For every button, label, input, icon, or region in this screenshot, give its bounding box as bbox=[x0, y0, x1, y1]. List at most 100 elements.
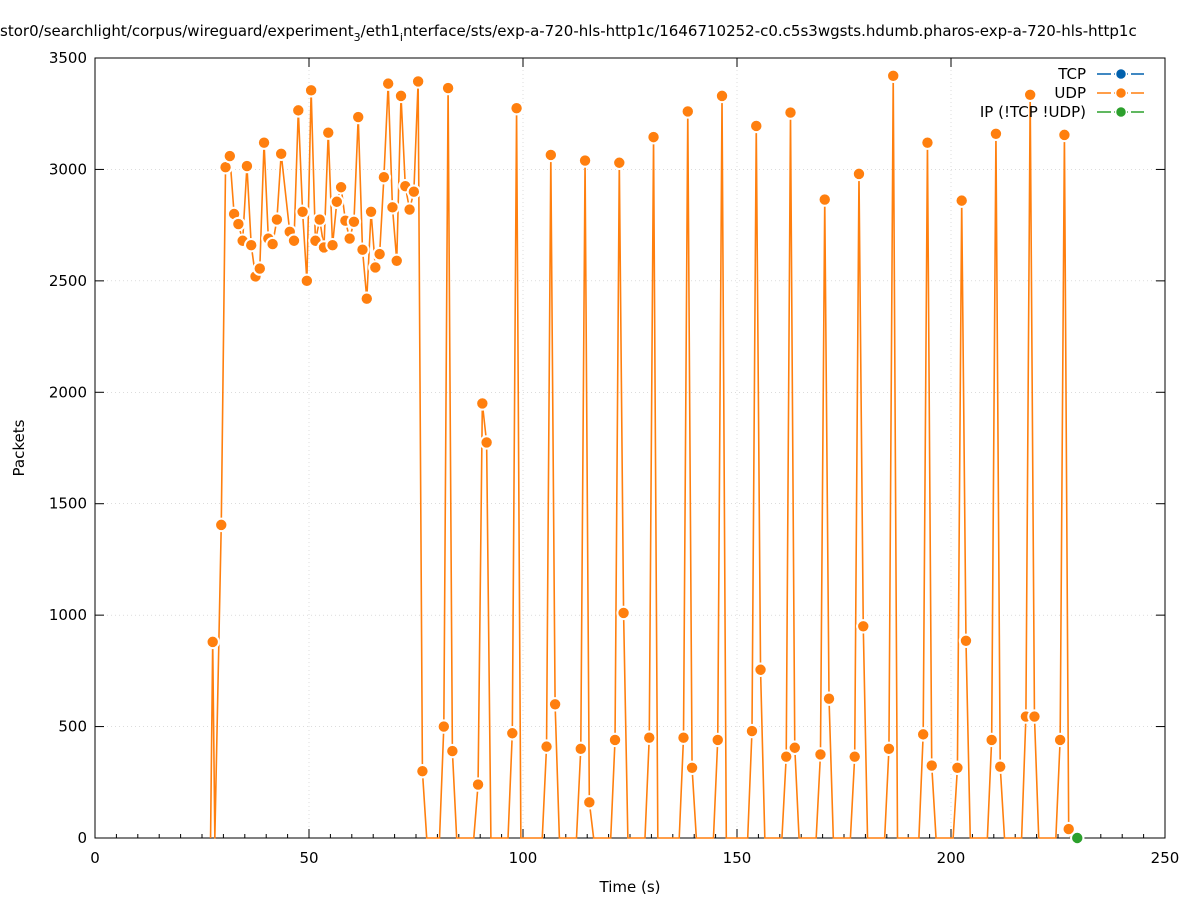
grid bbox=[95, 58, 1165, 838]
data-point-udp bbox=[539, 739, 554, 754]
data-point-udp bbox=[372, 246, 387, 262]
y-tick-label: 0 bbox=[77, 829, 87, 847]
data-point-udp bbox=[847, 749, 862, 764]
data-point-udp bbox=[389, 253, 404, 268]
legend-marker-udp bbox=[1114, 86, 1128, 100]
data-point-udp bbox=[821, 691, 837, 706]
data-point-udp bbox=[509, 100, 524, 116]
y-tick-label: 2000 bbox=[49, 383, 87, 401]
data-point-udp bbox=[886, 68, 901, 84]
x-tick-label: 150 bbox=[723, 849, 752, 867]
data-point-udp bbox=[924, 758, 939, 773]
y-tick-label: 1000 bbox=[49, 606, 87, 624]
data-point-udp bbox=[915, 727, 931, 742]
data-point-udp bbox=[415, 763, 430, 779]
x-tick-label: 250 bbox=[1151, 849, 1180, 867]
y-tick-label: 500 bbox=[58, 718, 87, 736]
data-point-udp bbox=[817, 192, 832, 207]
x-tick-label: 0 bbox=[90, 849, 100, 867]
data-point-udp bbox=[351, 109, 366, 125]
plot-border bbox=[94, 57, 1166, 839]
data-point-udp bbox=[252, 261, 267, 276]
data-point-udp bbox=[543, 147, 559, 163]
data-point-udp bbox=[436, 719, 452, 734]
legend-label-tcp: TCP bbox=[1057, 65, 1086, 83]
data-point-udp bbox=[368, 260, 383, 275]
data-point-udp bbox=[577, 153, 593, 168]
data-point-udp bbox=[813, 747, 828, 762]
data-point-udp bbox=[779, 749, 794, 764]
data-point-udp bbox=[299, 273, 315, 289]
data-point-udp bbox=[445, 743, 460, 759]
data-point-udp bbox=[329, 194, 345, 209]
x-tick-label: 100 bbox=[509, 849, 538, 867]
data-point-udp bbox=[269, 212, 285, 227]
y-tick-label: 2500 bbox=[49, 272, 87, 290]
data-point-udp bbox=[856, 619, 871, 634]
data-point-udp bbox=[205, 634, 220, 650]
data-point-udp bbox=[881, 741, 897, 757]
data-point-udp bbox=[642, 730, 657, 745]
chart-title-part-b: /eth1 bbox=[361, 22, 400, 40]
legend-marker-tcp bbox=[1114, 67, 1128, 81]
data-point-udp bbox=[440, 80, 456, 96]
data-point-udp bbox=[312, 212, 327, 227]
y-tick-label: 3000 bbox=[49, 160, 87, 178]
data-point-udp bbox=[1027, 709, 1042, 724]
data-point-udp bbox=[753, 662, 768, 677]
data-point-udp bbox=[1022, 87, 1038, 102]
data-point-udp bbox=[355, 242, 370, 257]
data-point-udp bbox=[710, 732, 725, 748]
data-point-udp bbox=[342, 231, 357, 246]
data-point-udp bbox=[993, 759, 1008, 774]
data-point-udp bbox=[547, 697, 563, 712]
series-line-udp bbox=[209, 75, 1072, 839]
chart-title: /stor0/searchlight/corpus/wireguard/expe… bbox=[0, 22, 1137, 44]
data-point-udp bbox=[1061, 821, 1076, 837]
data-point-udp bbox=[505, 726, 520, 741]
data-point-udp bbox=[714, 88, 730, 104]
data-point-udp bbox=[295, 204, 310, 219]
data-point-udp bbox=[954, 193, 969, 208]
axes: 0 50 100 150 200 2500500100015002000250030003… bbox=[49, 49, 1180, 867]
data-point-udp bbox=[920, 135, 935, 150]
data-point-udp bbox=[958, 633, 974, 648]
data-point-udp bbox=[333, 180, 349, 195]
data-point-udp bbox=[291, 103, 306, 118]
y-axis-label: Packets bbox=[10, 419, 28, 476]
data-point-udp bbox=[744, 723, 760, 739]
data-point-udp bbox=[470, 777, 486, 792]
legend-label-ip-tcp-udp: IP (!TCP !UDP) bbox=[980, 103, 1086, 121]
data-point-udp bbox=[286, 233, 302, 248]
x-axis-label: Time (s) bbox=[599, 878, 661, 896]
data-point-udp bbox=[582, 795, 597, 810]
legend-marker-ip-tcp-udp bbox=[1114, 105, 1128, 119]
data-point-udp bbox=[273, 146, 289, 162]
data-point-udp bbox=[1052, 732, 1068, 748]
data-point-udp bbox=[1057, 127, 1072, 143]
data-point-udp bbox=[393, 88, 409, 104]
data-point-udp bbox=[406, 184, 422, 199]
data-point-udp bbox=[612, 155, 627, 170]
data-point-udp bbox=[749, 118, 764, 134]
x-tick-label: 200 bbox=[937, 849, 966, 867]
data-point-udp bbox=[222, 148, 238, 164]
chart-title-part-a: /stor0/searchlight/corpus/wireguard/expe… bbox=[0, 22, 354, 40]
data-point-udp bbox=[376, 170, 392, 185]
data-point-udp bbox=[321, 125, 336, 140]
data-point-udp bbox=[402, 202, 417, 217]
data-point-udp bbox=[616, 605, 631, 621]
data-point-udp bbox=[303, 83, 319, 98]
data-point-udp bbox=[984, 732, 999, 748]
data-point-udp bbox=[380, 76, 396, 91]
chart-title-sub-2: i bbox=[400, 31, 403, 44]
x-tick-label: 50 bbox=[299, 849, 318, 867]
y-tick-label: 1500 bbox=[49, 495, 87, 513]
y-tick-label: 3500 bbox=[49, 49, 87, 67]
data-point-udp bbox=[244, 238, 259, 253]
data-point-udp bbox=[950, 760, 965, 775]
data-point-udp bbox=[410, 74, 426, 89]
data-point-udp bbox=[680, 104, 695, 119]
data-point-udp bbox=[787, 740, 802, 755]
